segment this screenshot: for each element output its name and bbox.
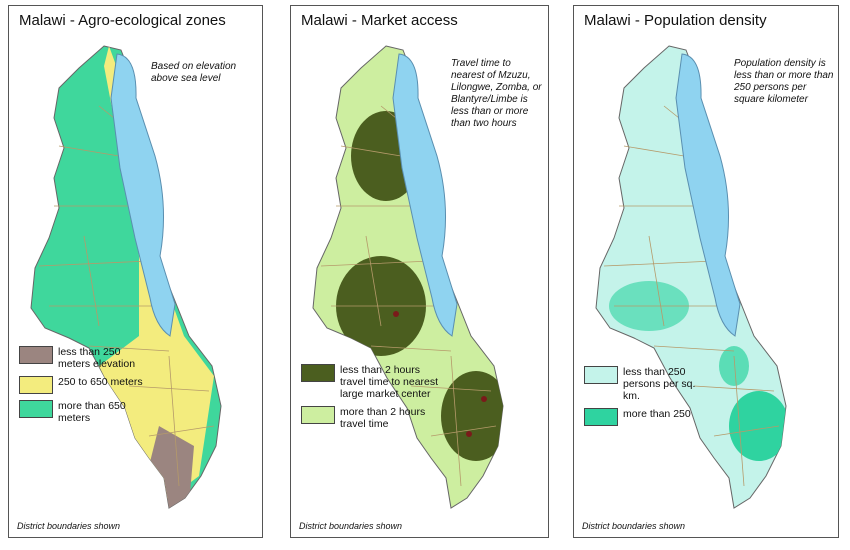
panel: Malawi - Population density Population d…: [573, 5, 839, 538]
map: [595, 45, 787, 509]
note: Based on elevation above sea level: [151, 61, 237, 84]
legend-item: 250 to 650 meters: [19, 376, 149, 394]
panel: Malawi - Agro-ecological zones Based on …: [8, 5, 263, 538]
legend-swatch: [19, 346, 53, 364]
legend: less than 2 hours travel time to nearest…: [301, 364, 441, 436]
map: [312, 45, 504, 509]
legend-label: less than 250 meters elevation: [58, 346, 136, 370]
footer: District boundaries shown: [582, 521, 686, 531]
map: [30, 45, 222, 509]
legend-swatch: [584, 366, 618, 384]
legend-label: 250 to 650 meters: [58, 376, 143, 388]
legend: less than 250 meters elevation 250 to 650…: [19, 346, 149, 430]
legend-label: more than 250: [623, 408, 691, 420]
legend-item: less than 2 hours travel time to nearest…: [301, 364, 441, 400]
legend-item: less than 250 meters elevation: [19, 346, 149, 370]
footer: District boundaries shown: [17, 521, 121, 531]
legend-label: more than 2 hours travel time: [340, 406, 426, 430]
legend-swatch: [301, 406, 335, 424]
title: Malawi - Agro-ecological zones: [19, 12, 226, 29]
legend: less than 250 persons per sq. km. more th…: [584, 366, 709, 432]
legend-item: less than 250 persons per sq. km.: [584, 366, 709, 402]
legend-label: less than 2 hours travel time to nearest…: [340, 364, 439, 400]
legend-swatch: [301, 364, 335, 382]
title: Malawi - Population density: [584, 12, 767, 29]
legend-swatch: [584, 408, 618, 426]
panel: Malawi - Market access Travel time to ne…: [290, 5, 549, 538]
legend-label: more than 650 meters: [58, 400, 126, 424]
note: Travel time to nearest of Mzuzu, Lilongw…: [451, 58, 542, 129]
title: Malawi - Market access: [301, 12, 458, 29]
legend-swatch: [19, 400, 53, 418]
legend-swatch: [19, 376, 53, 394]
legend-item: more than 2 hours travel time: [301, 406, 441, 430]
note: Population density is less than or more …: [734, 58, 834, 105]
legend-item: more than 650 meters: [19, 400, 149, 424]
footer: District boundaries shown: [299, 521, 403, 531]
legend-item: more than 250: [584, 408, 709, 426]
legend-label: less than 250 persons per sq. km.: [623, 366, 696, 402]
